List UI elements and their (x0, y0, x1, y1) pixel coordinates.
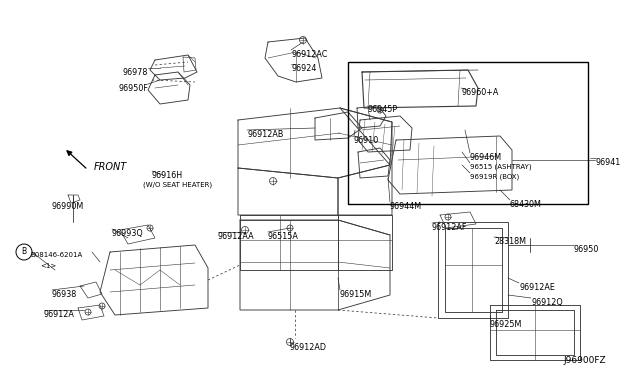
Text: 96945P: 96945P (368, 105, 398, 114)
Text: B: B (21, 247, 27, 257)
Text: 96910: 96910 (354, 136, 380, 145)
Text: J96900FZ: J96900FZ (563, 356, 605, 365)
Text: 96925M: 96925M (490, 320, 522, 329)
Text: 96944M: 96944M (390, 202, 422, 211)
Bar (348, 62, 588, 204)
Text: 96915M: 96915M (340, 290, 372, 299)
Text: 96912A: 96912A (44, 310, 75, 319)
Text: 68430M: 68430M (510, 200, 542, 209)
Text: 96912AA: 96912AA (218, 232, 255, 241)
Text: 96993Q: 96993Q (112, 229, 144, 238)
Text: 96912AD: 96912AD (290, 343, 327, 352)
Text: 96950: 96950 (574, 245, 600, 254)
Text: 96946M: 96946M (470, 153, 502, 162)
Text: 96960+A: 96960+A (461, 88, 499, 97)
Text: 96515 (ASHTRAY): 96515 (ASHTRAY) (470, 163, 532, 170)
Text: 96938: 96938 (52, 290, 77, 299)
Text: 96990M: 96990M (52, 202, 84, 211)
Text: FRONT: FRONT (94, 162, 127, 172)
Text: 96912AF: 96912AF (432, 223, 467, 232)
Text: 96912AB: 96912AB (247, 130, 284, 139)
Text: 28318M: 28318M (494, 237, 526, 246)
Text: 96924: 96924 (291, 64, 316, 73)
Text: 96515A: 96515A (268, 232, 299, 241)
Text: 96912AE: 96912AE (519, 283, 555, 292)
Text: 96978: 96978 (123, 68, 148, 77)
Text: 96912Q: 96912Q (531, 298, 563, 307)
Text: 96919R (BOX): 96919R (BOX) (470, 173, 519, 180)
Text: 96916H: 96916H (152, 171, 183, 180)
Text: B08146-6201A: B08146-6201A (30, 252, 83, 258)
Text: 96950F: 96950F (118, 84, 148, 93)
Text: 96912AC: 96912AC (291, 50, 328, 59)
Text: (W/O SEAT HEATER): (W/O SEAT HEATER) (143, 182, 212, 189)
Text: <1>: <1> (40, 263, 56, 269)
Text: 96941: 96941 (596, 158, 621, 167)
